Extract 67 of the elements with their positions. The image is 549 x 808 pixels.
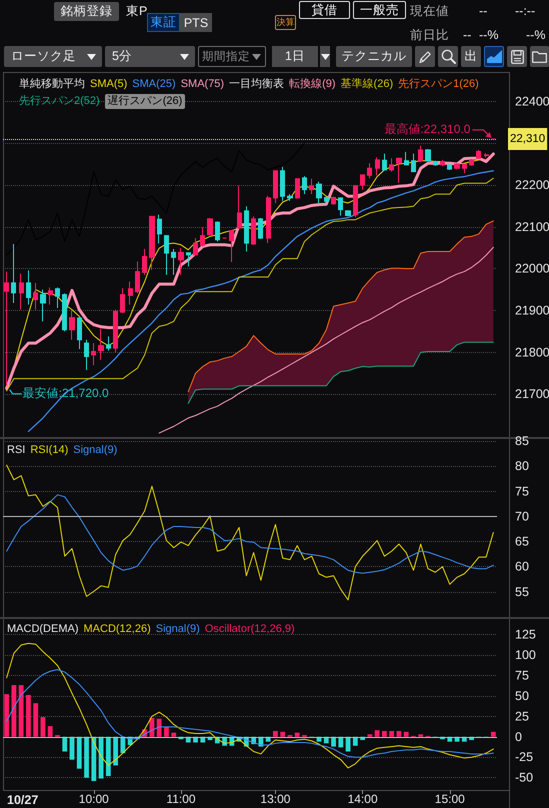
text: 転換線(9) [289, 77, 336, 92]
y-tick-label: 22200 [515, 178, 549, 192]
text: --% [479, 28, 498, 42]
legend-title: 単純移動平均 [19, 77, 85, 92]
text: PTS [184, 16, 208, 30]
y-tick-label: 75 [515, 668, 529, 682]
y-tick-label: 65 [515, 534, 529, 549]
text: Oscillator(12,26,9) [204, 622, 295, 637]
y-tick-label: 0 [515, 730, 522, 744]
text: --% [526, 28, 546, 42]
text: 東証 [150, 14, 176, 31]
annotation: 最高値:22,310.0 [384, 122, 470, 138]
x-tick-label: 11:00 [166, 792, 196, 806]
y-tick-label: 22000 [515, 262, 549, 276]
text: 先行スパン1(26) [398, 77, 479, 92]
text: テクニカル [342, 48, 406, 65]
text: 10/27 [7, 793, 38, 808]
annotation: 一目均衡表 [229, 77, 284, 92]
y-tick-label: 22400 [515, 94, 549, 108]
text: 決算 [276, 16, 294, 29]
text: 貸借 [312, 2, 338, 18]
y-tick-label: 21800 [515, 345, 549, 360]
y-tick-label: 125 [515, 627, 536, 642]
text: 5分 [112, 48, 132, 65]
y-tick-label: 100 [515, 648, 536, 662]
text: 期間指定 [202, 50, 250, 64]
text: -- [463, 28, 472, 42]
y-tick-label: 75 [515, 484, 529, 498]
text: 東P [126, 4, 148, 18]
y-tick-label: 60 [515, 560, 529, 574]
y-tick-label: 21700 [515, 387, 549, 402]
text: -- [479, 4, 488, 18]
legend-title: MACD(DEMA) [7, 622, 78, 637]
text: Signal(9) [73, 443, 118, 458]
text: ローソク足 [11, 48, 76, 65]
text: Signal(9) [156, 622, 200, 637]
text: SMA(25) [132, 77, 176, 92]
x-tick-label: 15:00 [434, 792, 466, 806]
y-tick-label: 55 [515, 584, 529, 599]
text: 基準線(26) [340, 77, 394, 92]
x-tick-label: 14:00 [348, 792, 378, 806]
text: 銘柄登録 [60, 3, 112, 20]
text: 遅行スパン(26) [104, 94, 186, 109]
ref-line-label: 22,310 [510, 132, 546, 145]
legend-title: RSI [7, 443, 26, 458]
series-label: RSI(14) [30, 443, 68, 458]
text: 出 [464, 48, 478, 65]
text: 1日 [285, 48, 305, 65]
y-tick-label: 25 [515, 709, 529, 724]
text: 前日比 [410, 28, 449, 42]
text: 先行スパン2(52) [19, 94, 100, 109]
x-tick-label: 10:00 [78, 792, 110, 806]
text: SMA(5) [90, 77, 128, 92]
y-tick-label: 70 [515, 509, 529, 524]
text: 現在値 [410, 4, 449, 18]
y-tick-label: 50 [515, 688, 529, 703]
y-tick-label: 80 [515, 459, 529, 474]
text: SMA(75) [180, 77, 224, 92]
y-tick-label: 22100 [515, 220, 549, 234]
x-tick-label: 13:00 [260, 792, 291, 806]
y-tick-label: 21900 [515, 303, 549, 318]
y-tick-label: -50 [515, 770, 534, 785]
text: MACD(12,26) [84, 622, 151, 637]
text: 一般売 [360, 2, 399, 18]
y-tick-label: 85 [515, 434, 529, 448]
y-tick-label: -25 [515, 750, 534, 764]
text: --:-- [515, 4, 536, 18]
